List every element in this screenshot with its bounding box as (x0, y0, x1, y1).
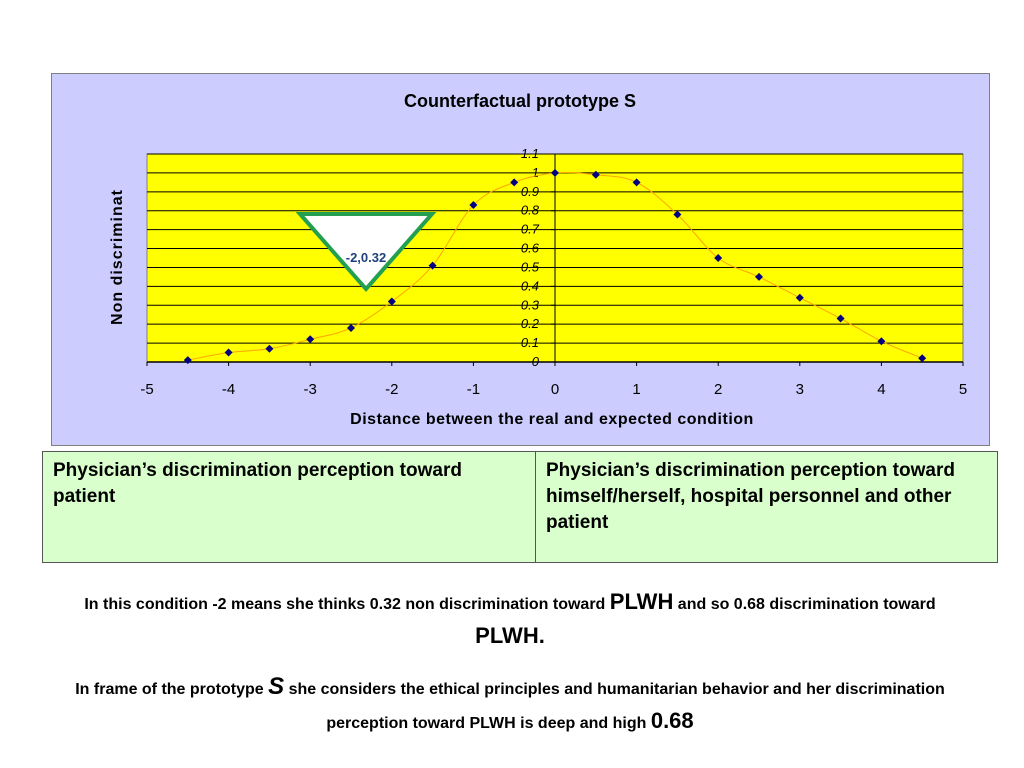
y-tick-label: 0.4 (521, 278, 539, 293)
data-point (632, 178, 641, 187)
data-point (306, 335, 315, 344)
data-point (469, 201, 478, 210)
data-point (387, 297, 396, 306)
chart-svg: Counterfactual prototype S 0 0.1 0.2 0.3 0.4… (109, 91, 967, 428)
table-cell-left: Physician’s discrimination perception to… (42, 451, 536, 563)
data-point (224, 348, 233, 357)
note2-text-a: In frame of the prototype (75, 681, 264, 698)
gridlines (146, 153, 964, 366)
table-cell-right: Physician’s discrimination perception to… (535, 451, 998, 563)
comparison-table: Physician’s discrimination perception to… (42, 451, 998, 563)
data-point (591, 170, 600, 179)
note1-text-b: and so 0.68 discrimination toward (677, 596, 936, 613)
y-tick-label: 1 (532, 165, 539, 180)
data-point (551, 168, 559, 177)
x-tick-label: 4 (877, 381, 885, 398)
note-paragraph-1: In this condition -2 means she thinks 0.… (60, 586, 960, 654)
y-tick-label: 1.1 (521, 146, 539, 161)
data-point (673, 210, 682, 219)
data-point (183, 356, 192, 365)
y-tick-label: 0 (532, 354, 540, 369)
x-axis-label: Distance between the real and expected c… (350, 411, 754, 428)
x-tick-label: -4 (222, 381, 235, 398)
note-paragraph-2: In frame of the prototype S she consider… (60, 671, 960, 739)
note1-plwh-b: PLWH. (475, 623, 545, 648)
x-tick-label: -2 (385, 381, 398, 398)
x-tick-label: 1 (632, 381, 640, 398)
note2-value: 0.68 (650, 708, 694, 733)
data-point (918, 354, 927, 363)
data-point (836, 314, 845, 323)
y-tick-label: 0.8 (521, 203, 540, 218)
note1-plwh-a: PLWH (609, 589, 674, 614)
x-tick-label: -1 (467, 381, 480, 398)
x-tick-label: 2 (714, 381, 722, 398)
y-tick-label: 0.6 (521, 241, 540, 256)
data-point (428, 261, 437, 270)
y-tick-label: 0.7 (521, 222, 540, 237)
data-point (347, 323, 355, 332)
annotation-triangle-icon (295, 212, 437, 293)
y-tick-labels: 0 0.1 0.2 0.3 0.4 0.5 0.6 0.7 0.8 0.9 1 1.1 (521, 146, 540, 369)
y-tick-label: 0.3 (521, 297, 540, 312)
annotation-label: -2,0.32 (346, 250, 386, 265)
x-tick-label: -3 (304, 381, 317, 398)
data-points (183, 168, 927, 365)
y-tick-label: 0.2 (521, 316, 540, 331)
y-tick-label: 0.1 (521, 335, 539, 350)
x-tick-label: -5 (140, 381, 153, 398)
x-tick-label: 0 (551, 381, 559, 398)
data-point (755, 272, 763, 281)
data-point (265, 344, 274, 353)
x-tick-labels: -5 -4 -3 -2 -1 0 1 2 3 4 5 (140, 381, 967, 398)
y-tick-label: 0.5 (521, 259, 540, 274)
y-axis-label: Non discriminat (109, 189, 126, 325)
chart-frame: Counterfactual prototype S 0 0.1 0.2 0.3 0.4… (51, 73, 990, 446)
note2-prototype-s: S (268, 673, 285, 700)
data-point (714, 254, 723, 262)
x-tick-label: 5 (959, 381, 967, 398)
data-point (510, 178, 519, 187)
table-row: Physician’s discrimination perception to… (42, 451, 998, 563)
data-point (877, 337, 886, 346)
data-point (795, 293, 804, 302)
y-tick-label: 0.9 (521, 184, 539, 199)
x-tick-label: 3 (796, 381, 804, 398)
chart-title: Counterfactual prototype S (404, 91, 636, 111)
note1-text-a: In this condition -2 means she thinks 0.… (84, 596, 606, 613)
note2-text-b: she considers the ethical principles and… (288, 681, 945, 732)
